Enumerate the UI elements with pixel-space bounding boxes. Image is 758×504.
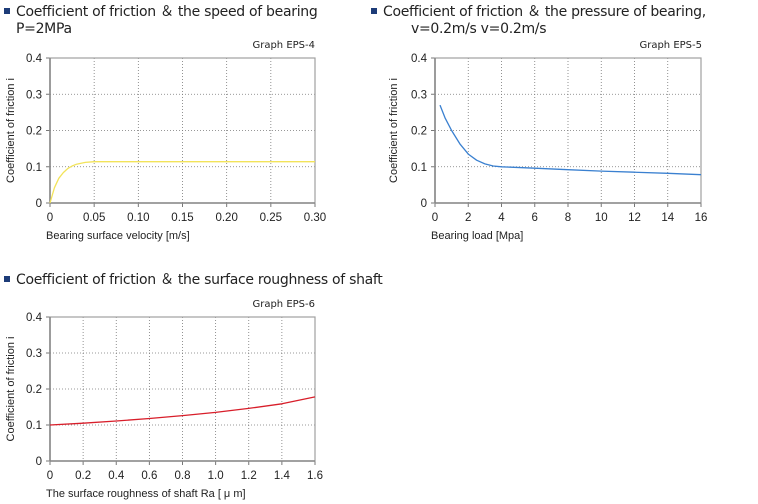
chart-2-graph-label: Graph EPS-5 <box>639 40 702 51</box>
x-tick-label: 1.2 <box>241 470 257 482</box>
x-tick-label: 0.20 <box>215 212 237 224</box>
x-tick-label: 1.4 <box>274 470 291 482</box>
chart-1: 0 0.05 0.10 0.15 0.20 0.25 0.30 0 0.1 0.2 0.3 0.4 Be… <box>5 53 326 242</box>
series-line <box>49 161 315 204</box>
y-tick-label: 0.1 <box>26 162 42 174</box>
y-tick-label: 0.2 <box>26 126 42 138</box>
x-axis-label: The surface roughness of shaft Ra [ μ m] <box>46 488 246 500</box>
chart-1-title-text: Coefficient of friction ＆ the speed of b… <box>16 4 318 20</box>
y-tick-label: 0.4 <box>411 53 428 65</box>
x-tick-label: 0.30 <box>304 212 326 224</box>
y-tick-label: 0 <box>36 198 42 210</box>
x-tick-label: 0.6 <box>141 470 157 482</box>
x-tick-label: 1.0 <box>208 470 224 482</box>
chart-1-title: Coefficient of friction ＆ the speed of b… <box>4 4 318 20</box>
x-tick-label: 0.4 <box>108 470 125 482</box>
x-tick-label: 14 <box>661 212 674 224</box>
chart-3-title: Coefficient of friction ＆ the surface ro… <box>4 272 383 288</box>
chart-3-title-text: Coefficient of friction ＆ the surface ro… <box>16 272 383 288</box>
y-tick-label: 0.3 <box>26 89 42 101</box>
chart-1-subtitle: P=2MPa <box>16 21 72 37</box>
x-tick-label: 0.05 <box>83 212 105 224</box>
y-tick-label: 0.4 <box>26 53 43 65</box>
chart-2-title-text: Coefficient of friction ＆ the pressure o… <box>383 4 706 20</box>
y-tick-label: 0.1 <box>411 162 427 174</box>
y-tick-label: 0.1 <box>26 420 42 432</box>
x-tick-label: 0.25 <box>260 212 282 224</box>
y-tick-label: 0 <box>36 456 42 468</box>
x-axis-label: Bearing load [Mpa] <box>431 230 523 242</box>
y-tick-label: 0 <box>421 198 427 210</box>
x-tick-label: 6 <box>532 212 538 224</box>
y-axis-label: Coefficient of friction i <box>388 78 400 183</box>
chart-2-subtitle: v=0.2m/s v=0.2m/s <box>411 21 547 37</box>
y-tick-label: 0.3 <box>26 348 42 360</box>
bullet-icon <box>4 276 10 282</box>
y-tick-label: 0.2 <box>26 384 42 396</box>
x-tick-label: 10 <box>595 212 608 224</box>
x-tick-label: 0.8 <box>175 470 191 482</box>
x-tick-label: 1.6 <box>307 470 323 482</box>
chart-3: 0 0.2 0.4 0.6 0.8 1.0 1.2 1.4 1.6 0 0.1 0.2 0.3 0.4 Th… <box>5 312 323 500</box>
x-tick-label: 16 <box>695 212 708 224</box>
x-tick-label: 0.15 <box>171 212 193 224</box>
chart-2-title: Coefficient of friction ＆ the pressure o… <box>371 4 706 20</box>
x-tick-label: 8 <box>565 212 571 224</box>
x-tick-label: 2 <box>465 212 471 224</box>
y-tick-label: 0.4 <box>26 312 43 324</box>
x-tick-label: 0.10 <box>127 212 149 224</box>
x-tick-label: 0.2 <box>75 470 91 482</box>
x-tick-label: 0 <box>432 212 438 224</box>
chart-1-graph-label: Graph EPS-4 <box>252 40 315 51</box>
bullet-icon <box>4 8 10 14</box>
x-tick-label: 0 <box>47 470 53 482</box>
x-tick-label: 12 <box>628 212 641 224</box>
series-line <box>49 396 316 426</box>
bullet-icon <box>371 8 377 14</box>
y-axis-label: Coefficient of friction i <box>5 78 17 183</box>
x-tick-label: 4 <box>498 212 505 224</box>
y-axis-label: Coefficient of friction i <box>5 337 17 442</box>
x-tick-label: 0 <box>47 212 53 224</box>
x-axis-label: Bearing surface velocity [m/s] <box>46 230 190 242</box>
series-line <box>439 104 702 176</box>
chart-2: 0 2 4 6 8 10 12 14 16 0 0.1 0.2 0.3 0.4 Bearing load [… <box>388 53 707 242</box>
y-tick-label: 0.2 <box>411 126 427 138</box>
y-tick-label: 0.3 <box>411 89 427 101</box>
chart-3-graph-label: Graph EPS-6 <box>252 299 315 310</box>
